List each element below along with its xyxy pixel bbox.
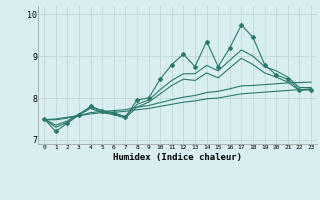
- X-axis label: Humidex (Indice chaleur): Humidex (Indice chaleur): [113, 153, 242, 162]
